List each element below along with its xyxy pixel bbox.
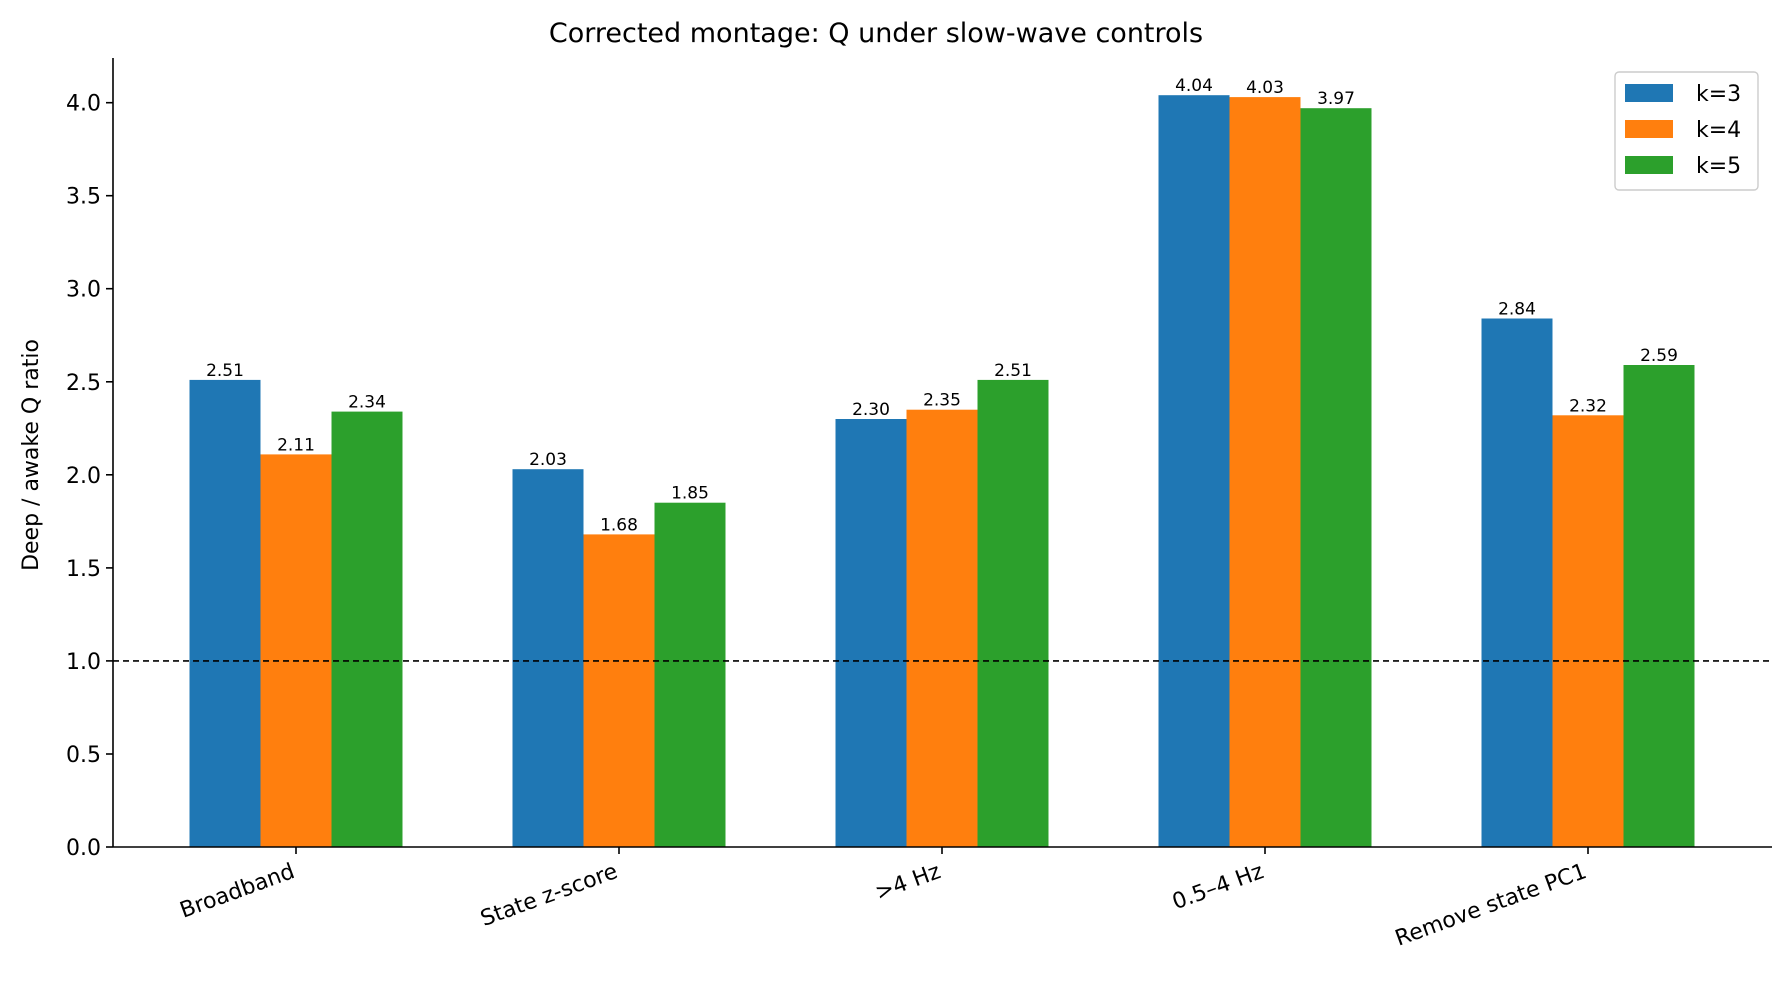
bar-value-label: 2.59 <box>1640 346 1678 366</box>
bar <box>1481 318 1553 847</box>
bar-value-label: 4.03 <box>1246 78 1284 98</box>
x-tick-label: >4 Hz <box>872 859 944 906</box>
y-tick-label: 0.0 <box>66 836 101 861</box>
bar <box>1623 365 1695 847</box>
bar-value-label: 3.97 <box>1317 89 1355 109</box>
x-tick-label: Remove state PC1 <box>1392 859 1590 951</box>
bar-value-label: 2.51 <box>206 361 244 381</box>
bar-value-label: 2.32 <box>1569 396 1607 416</box>
legend-label: k=4 <box>1696 118 1741 143</box>
bar <box>260 454 332 847</box>
y-tick-label: 4.0 <box>66 92 101 117</box>
bar <box>1158 95 1230 847</box>
legend-swatch <box>1625 120 1673 138</box>
legend-swatch <box>1625 156 1673 174</box>
x-tick-label: State z-score <box>477 859 621 932</box>
y-axis-label: Deep / awake Q ratio <box>19 339 44 571</box>
bar <box>1300 108 1372 847</box>
bar <box>835 419 907 847</box>
bar-value-label: 2.11 <box>277 435 315 455</box>
legend-label: k=3 <box>1696 82 1741 107</box>
legend: k=3 k=4 k=5 <box>1614 71 1759 191</box>
legend-swatch <box>1625 84 1673 102</box>
bar <box>1229 97 1301 848</box>
bar <box>654 502 726 847</box>
chart-title: Corrected montage: Q under slow-wave con… <box>549 18 1203 49</box>
y-tick-label: 1.0 <box>66 650 101 675</box>
y-tick-label: 2.5 <box>66 371 101 396</box>
y-tick-label: 3.5 <box>66 185 101 210</box>
bar <box>583 534 655 847</box>
bar <box>331 411 403 847</box>
y-tick-label: 2.0 <box>66 464 101 489</box>
bar-value-label: 2.34 <box>348 393 386 413</box>
bar-value-label: 2.30 <box>852 400 890 420</box>
bar <box>906 409 978 847</box>
x-tick-label: Broadband <box>177 859 298 924</box>
plot-area: 2.51 2.03 2.30 4.04 2.84 2.11 1.68 2.35 4.03 2.32… <box>66 58 1772 952</box>
bar <box>977 379 1049 847</box>
bar-value-label: 4.04 <box>1175 76 1213 96</box>
bar-value-label: 2.35 <box>923 391 961 411</box>
y-tick-label: 0.5 <box>66 743 101 768</box>
legend-label: k=5 <box>1696 154 1741 179</box>
bar <box>512 469 584 847</box>
y-tick-label: 1.5 <box>66 557 101 582</box>
y-tick-label: 3.0 <box>66 278 101 303</box>
bar-value-label: 1.68 <box>600 515 638 535</box>
bar-value-label: 2.03 <box>529 450 567 470</box>
bar-value-label: 2.84 <box>1498 300 1536 320</box>
x-tick-label: 0.5–4 Hz <box>1169 859 1267 915</box>
bar <box>189 379 261 847</box>
bar <box>1552 415 1624 847</box>
bar-value-label: 1.85 <box>671 484 709 504</box>
bar-value-label: 2.51 <box>994 361 1032 381</box>
